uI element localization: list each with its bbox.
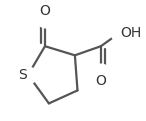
Text: S: S <box>18 68 27 82</box>
Text: O: O <box>95 73 106 87</box>
Text: O: O <box>40 4 50 18</box>
Text: OH: OH <box>120 26 142 40</box>
